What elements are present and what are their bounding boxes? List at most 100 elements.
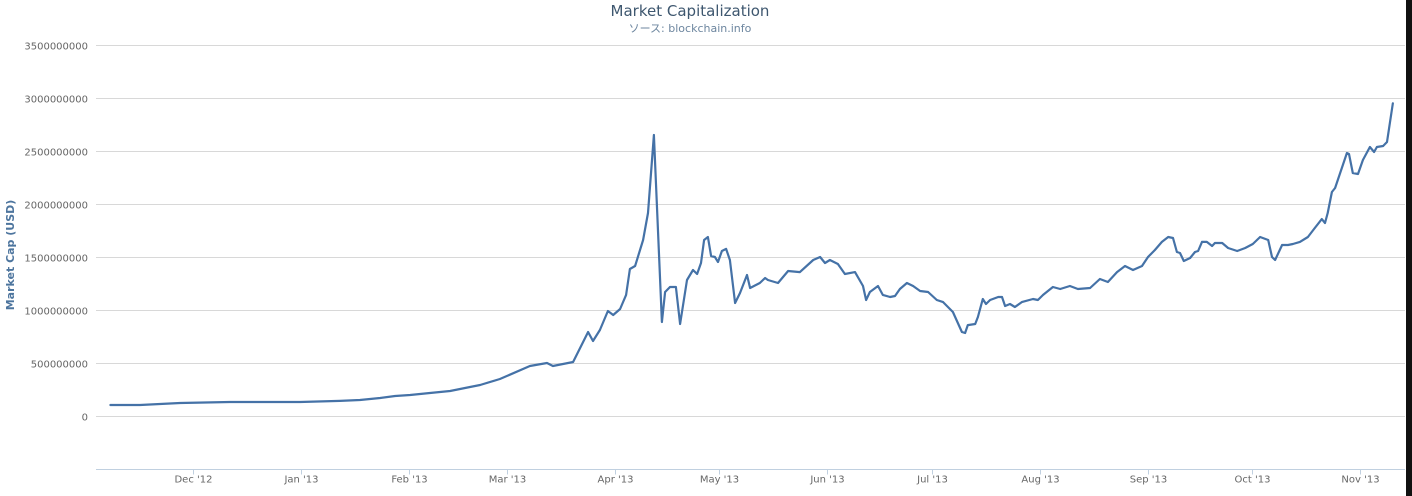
data-point[interactable] [449, 390, 451, 392]
data-point[interactable] [1267, 239, 1270, 241]
data-point[interactable] [612, 314, 615, 316]
data-point[interactable] [546, 362, 548, 364]
data-point[interactable] [974, 323, 977, 325]
data-point[interactable] [587, 331, 589, 333]
data-point[interactable] [837, 263, 839, 265]
data-point[interactable] [1271, 256, 1273, 258]
data-point[interactable] [1147, 256, 1149, 258]
data-point[interactable] [394, 395, 396, 397]
data-point[interactable] [899, 288, 901, 290]
data-point[interactable] [1236, 250, 1239, 252]
data-point[interactable] [777, 282, 779, 284]
data-point[interactable] [1324, 222, 1326, 224]
data-point[interactable] [889, 296, 891, 298]
data-point[interactable] [1032, 298, 1034, 300]
data-point[interactable] [1077, 288, 1079, 290]
data-point[interactable] [529, 365, 531, 367]
data-point[interactable] [1211, 245, 1213, 247]
data-point[interactable] [985, 303, 987, 305]
data-point[interactable] [661, 321, 663, 323]
data-point[interactable] [1124, 265, 1126, 267]
data-point[interactable] [1099, 278, 1101, 280]
data-point[interactable] [619, 308, 621, 310]
data-point[interactable] [764, 277, 766, 279]
data-point[interactable] [669, 286, 671, 288]
data-point[interactable] [729, 259, 731, 261]
data-point[interactable] [799, 271, 801, 273]
data-point[interactable] [1205, 241, 1208, 243]
data-point[interactable] [844, 273, 846, 275]
data-point[interactable] [1154, 249, 1156, 251]
data-point[interactable] [966, 324, 969, 326]
data-point[interactable] [977, 316, 979, 318]
data-point[interactable] [869, 291, 871, 293]
data-point[interactable] [1020, 301, 1023, 303]
data-point[interactable] [812, 259, 815, 261]
data-point[interactable] [877, 285, 879, 287]
data-point[interactable] [109, 404, 111, 406]
data-point[interactable] [664, 291, 666, 293]
data-point[interactable] [1037, 299, 1039, 301]
data-point[interactable] [1357, 173, 1359, 175]
data-point[interactable] [1334, 187, 1336, 189]
data-point[interactable] [1320, 218, 1323, 221]
data-point[interactable] [734, 302, 736, 304]
data-point[interactable] [961, 331, 963, 333]
data-point[interactable] [634, 265, 636, 267]
data-point[interactable] [829, 259, 831, 261]
data-point[interactable] [359, 399, 361, 401]
data-point[interactable] [989, 299, 991, 301]
data-point[interactable] [1167, 236, 1170, 238]
data-point[interactable] [912, 285, 914, 287]
data-point[interactable] [819, 256, 821, 258]
data-point[interactable] [1369, 146, 1371, 148]
data-point[interactable] [919, 290, 921, 292]
data-point[interactable] [692, 269, 694, 271]
data-point[interactable] [1132, 269, 1134, 271]
data-point[interactable] [1362, 159, 1364, 161]
data-point[interactable] [1382, 145, 1384, 147]
data-point[interactable] [767, 279, 769, 281]
data-point[interactable] [964, 332, 966, 334]
data-point[interactable] [1116, 271, 1118, 273]
data-point[interactable] [1194, 251, 1196, 253]
data-point[interactable] [717, 261, 719, 263]
data-point[interactable] [625, 294, 627, 296]
data-point[interactable] [1313, 227, 1316, 229]
data-point[interactable] [552, 365, 554, 367]
data-point[interactable] [881, 294, 884, 296]
data-point[interactable] [854, 271, 856, 273]
data-point[interactable] [499, 378, 501, 380]
data-point[interactable] [469, 386, 471, 388]
data-point[interactable] [1259, 236, 1261, 238]
data-point[interactable] [675, 286, 677, 288]
data-point[interactable] [865, 299, 867, 301]
data-point[interactable] [894, 295, 896, 297]
data-point[interactable] [1281, 244, 1283, 246]
data-point[interactable] [1292, 243, 1294, 245]
data-point[interactable] [607, 310, 609, 312]
data-point[interactable] [1004, 305, 1006, 307]
data-point[interactable] [1197, 250, 1199, 252]
data-point[interactable] [952, 311, 954, 313]
data-point[interactable] [1182, 260, 1185, 262]
data-point[interactable] [862, 285, 864, 287]
data-point[interactable] [686, 279, 688, 281]
data-point[interactable] [679, 323, 681, 325]
data-point[interactable] [409, 394, 411, 396]
data-point[interactable] [429, 392, 431, 394]
data-point[interactable] [1141, 265, 1143, 267]
data-point[interactable] [1042, 294, 1044, 296]
data-point[interactable] [339, 400, 341, 402]
data-point[interactable] [1326, 212, 1329, 214]
data-point[interactable] [997, 296, 1000, 298]
data-point[interactable] [653, 134, 655, 136]
data-point[interactable] [758, 282, 761, 284]
data-point[interactable] [935, 299, 938, 301]
data-point[interactable] [1176, 251, 1178, 253]
data-point[interactable] [1059, 288, 1062, 290]
data-point[interactable] [1161, 241, 1163, 243]
data-point[interactable] [1331, 191, 1333, 193]
data-point[interactable] [299, 401, 301, 403]
data-point[interactable] [746, 274, 748, 276]
